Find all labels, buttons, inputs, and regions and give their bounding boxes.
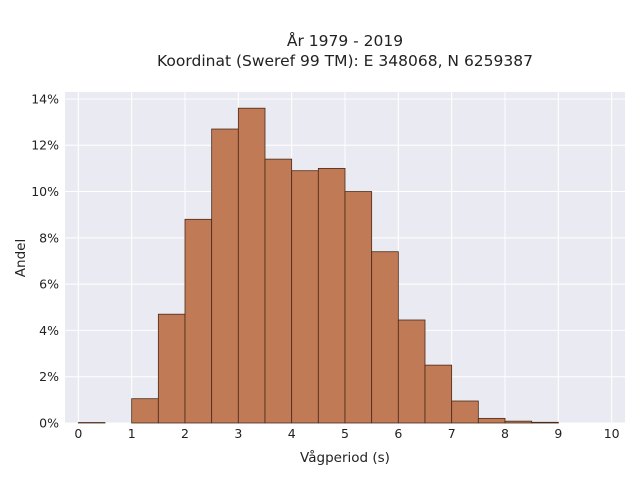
y-tick-label: 12% bbox=[31, 138, 59, 153]
x-tick-label: 10 bbox=[604, 426, 620, 441]
y-tick-label: 14% bbox=[31, 91, 59, 106]
y-tick-label: 10% bbox=[31, 184, 59, 199]
x-tick-label: 0 bbox=[74, 426, 82, 441]
histogram-bar bbox=[344, 191, 373, 424]
histogram-bar bbox=[477, 417, 506, 424]
x-tick-label: 3 bbox=[234, 426, 242, 441]
chart-subtitle: Koordinat (Sweref 99 TM): E 348068, N 62… bbox=[157, 52, 533, 70]
x-tick-label: 2 bbox=[181, 426, 189, 441]
x-tick-label: 4 bbox=[288, 426, 296, 441]
histogram-bar bbox=[264, 158, 293, 424]
y-tick-label: 4% bbox=[39, 323, 59, 338]
histogram-bar bbox=[504, 420, 533, 424]
histogram-bar bbox=[211, 128, 239, 424]
y-tick-label: 8% bbox=[39, 230, 59, 245]
y-tick-label: 0% bbox=[39, 416, 59, 431]
histogram-bar bbox=[397, 319, 426, 424]
x-tick-label: 9 bbox=[554, 426, 562, 441]
histogram-bar bbox=[184, 218, 213, 424]
histogram-bar bbox=[291, 170, 319, 424]
histogram-bar bbox=[317, 167, 346, 424]
bars bbox=[77, 107, 559, 424]
histogram-bar bbox=[531, 421, 559, 424]
y-axis-label: Andel bbox=[13, 239, 29, 277]
histogram-bar bbox=[424, 364, 453, 424]
histogram-bar bbox=[451, 400, 479, 424]
x-tick-label: 1 bbox=[128, 426, 136, 441]
y-tick-label: 2% bbox=[39, 369, 59, 384]
histogram-bar bbox=[237, 107, 266, 424]
y-tick-label: 6% bbox=[39, 277, 59, 292]
x-axis-label: Vågperiod (s) bbox=[300, 449, 390, 466]
x-tick-labels: 0 1 2 3 4 5 6 7 8 9 10 bbox=[74, 426, 619, 441]
x-tick-label: 5 bbox=[341, 426, 349, 441]
x-tick-label: 8 bbox=[501, 426, 509, 441]
y-tick-labels: 0% 2% 4% 6% 8% 10% 12% 14% bbox=[31, 91, 59, 430]
x-tick-label: 7 bbox=[448, 426, 456, 441]
histogram-bar bbox=[157, 313, 186, 424]
x-tick-label: 6 bbox=[394, 426, 402, 441]
histogram-bar bbox=[371, 251, 399, 424]
chart-title: År 1979 - 2019 bbox=[287, 31, 403, 50]
histogram-bar bbox=[131, 398, 159, 424]
